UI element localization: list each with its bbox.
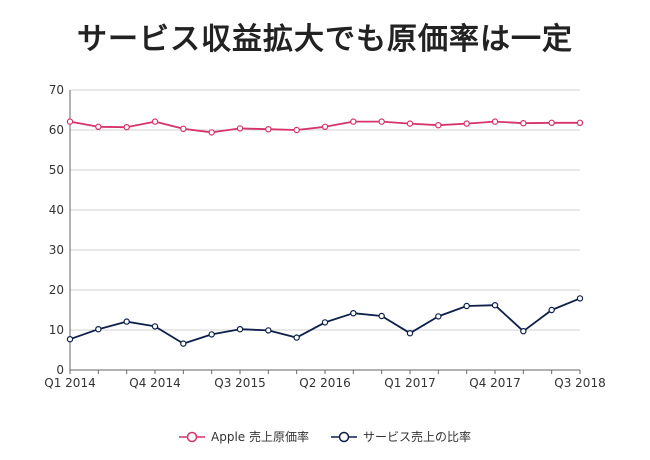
data-point-series-0 bbox=[265, 125, 272, 133]
chart-title: サービス収益拡大でも原価率は一定 bbox=[77, 22, 573, 57]
data-point-series-1 bbox=[350, 310, 357, 317]
chart-legend: Apple 売上原価率 サービス売上の比率 bbox=[0, 428, 650, 445]
legend-line-marker-icon bbox=[330, 431, 357, 442]
data-point-series-0 bbox=[180, 125, 187, 133]
data-point-series-0 bbox=[548, 119, 555, 127]
data-point-series-1 bbox=[378, 312, 385, 320]
y-tick-label: 30 bbox=[49, 243, 64, 257]
axis-layer: 0 10 20 30 40 50 60 70 Q1 2014 Q4 2014 Q3 2015 Q2 2… bbox=[44, 83, 605, 390]
data-point-series-0 bbox=[406, 120, 414, 127]
data-point-series-0 bbox=[208, 129, 215, 136]
data-point-series-0 bbox=[95, 123, 102, 131]
data-point-series-0 bbox=[520, 119, 527, 127]
data-point-series-0 bbox=[66, 118, 74, 125]
legend-item-cost-ratio[interactable]: Apple 売上原価率 bbox=[179, 428, 309, 445]
data-point-series-0 bbox=[491, 118, 499, 125]
data-point-series-1 bbox=[123, 318, 130, 325]
legend-item-services-share[interactable]: サービス売上の比率 bbox=[330, 428, 471, 445]
data-point-series-0 bbox=[378, 118, 385, 125]
data-point-series-0 bbox=[576, 119, 584, 127]
x-tick-label: Q4 2014 bbox=[129, 376, 180, 390]
data-point-series-0 bbox=[293, 126, 300, 134]
x-tick-label: Q1 2014 bbox=[44, 376, 95, 390]
data-point-series-1 bbox=[491, 302, 499, 309]
grid-layer bbox=[70, 89, 580, 371]
data-point-series-0 bbox=[151, 118, 159, 125]
data-point-series-0 bbox=[236, 125, 244, 132]
data-point-series-1 bbox=[321, 319, 329, 326]
y-tick-label: 0 bbox=[56, 363, 64, 377]
data-point-series-1 bbox=[463, 302, 470, 310]
data-point-series-1 bbox=[66, 336, 74, 343]
x-tick-label: Q1 2017 bbox=[384, 376, 435, 390]
data-point-series-1 bbox=[520, 328, 527, 335]
legend-line-marker-icon bbox=[179, 431, 205, 442]
data-point-series-1 bbox=[151, 323, 159, 330]
data-point-series-1 bbox=[236, 326, 244, 333]
x-tick-label: Q4 2017 bbox=[469, 376, 520, 390]
data-point-series-1 bbox=[265, 327, 272, 334]
y-tick-label: 50 bbox=[49, 163, 64, 177]
x-tick-label: Q2 2016 bbox=[299, 376, 350, 390]
data-point-series-1 bbox=[548, 306, 555, 314]
data-point-series-0 bbox=[350, 118, 357, 125]
y-tick-label: 10 bbox=[49, 323, 64, 337]
data-point-series-0 bbox=[123, 123, 130, 131]
data-point-series-1 bbox=[435, 313, 442, 320]
y-tick-label: 60 bbox=[49, 123, 64, 137]
data-point-series-1 bbox=[95, 326, 102, 333]
data-point-series-1 bbox=[293, 334, 300, 341]
x-tick-label: Q3 2018 bbox=[554, 376, 605, 390]
data-point-series-0 bbox=[463, 120, 470, 127]
legend-label-services-share: サービス売上の比率 bbox=[362, 430, 471, 444]
series-layer bbox=[66, 118, 584, 347]
legend-label-cost-ratio: Apple 売上原価率 bbox=[211, 430, 309, 444]
y-tick-label: 20 bbox=[49, 283, 64, 297]
y-tick-label: 70 bbox=[49, 83, 64, 97]
y-tick-label: 40 bbox=[49, 203, 64, 217]
data-point-series-1 bbox=[180, 340, 187, 347]
data-point-series-0 bbox=[435, 121, 442, 129]
data-point-series-0 bbox=[321, 123, 329, 131]
data-point-series-1 bbox=[208, 331, 215, 338]
data-point-series-1 bbox=[576, 295, 584, 302]
x-tick-label: Q3 2015 bbox=[214, 376, 265, 390]
data-point-series-1 bbox=[406, 330, 414, 337]
